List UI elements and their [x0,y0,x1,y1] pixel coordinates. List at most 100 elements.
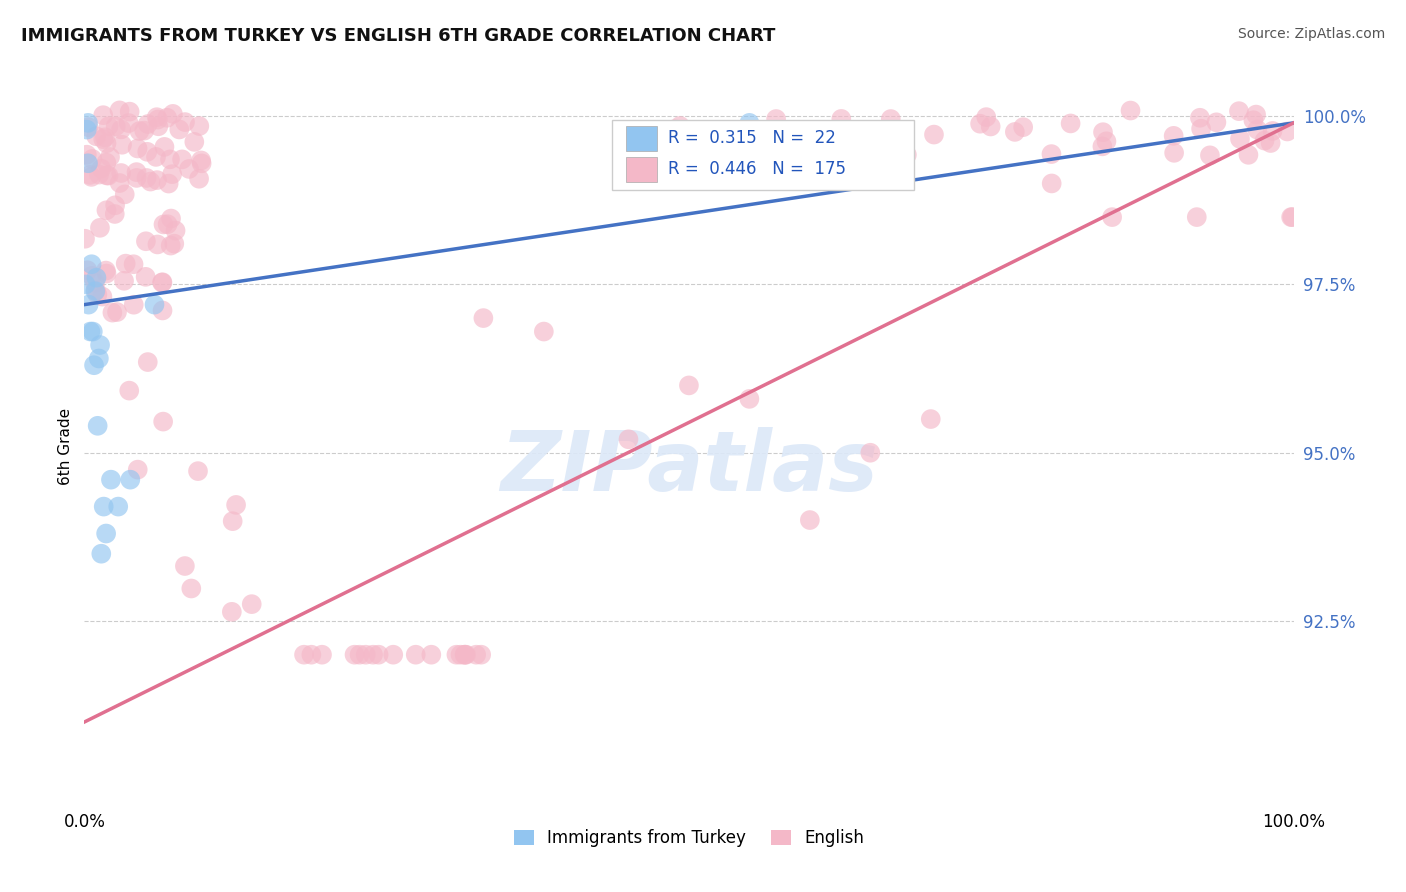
Point [79,325,101,339]
Point [853,132,876,146]
Point [80,268,103,283]
Point [1101,210,1123,224]
Point [152,218,174,232]
Point [1205,115,1227,129]
Point [108,103,131,118]
Point [145,150,167,164]
Point [84,276,107,290]
Point [136,355,159,369]
Point [454,648,477,662]
Point [118,116,141,130]
Point [799,513,821,527]
Point [118,384,141,398]
Point [1241,113,1264,128]
Point [922,128,945,142]
Point [240,597,263,611]
Point [859,446,882,460]
Point [152,415,174,429]
Point [96,203,118,218]
Point [76,147,98,161]
Point [96,155,118,169]
Point [83,358,105,372]
Point [1244,107,1267,121]
Point [1199,148,1222,162]
Point [84,284,107,298]
Point [127,141,149,155]
Point [163,236,186,251]
Point [105,305,128,319]
Point [738,392,761,406]
Point [1281,210,1303,224]
Point [159,238,181,252]
Point [190,153,212,168]
Point [112,274,135,288]
Point [838,136,860,151]
Point [880,112,903,126]
Point [152,275,174,289]
Point [669,119,692,133]
Point [104,120,127,134]
Point [162,107,184,121]
Text: ZIPatlas: ZIPatlas [501,427,877,508]
Point [86,287,108,301]
Point [96,136,118,151]
Point [221,514,243,528]
Point [420,648,443,662]
Point [1229,132,1251,146]
Point [311,648,333,662]
Point [1095,134,1118,148]
Point [97,169,120,183]
Point [84,284,107,298]
Point [1004,125,1026,139]
Text: R =  0.315   N =  22: R = 0.315 N = 22 [668,129,835,147]
Point [1059,116,1081,130]
Point [160,167,183,181]
Point [87,351,110,366]
Point [122,298,145,312]
Point [349,648,371,662]
Point [292,648,315,662]
Point [174,559,197,574]
Point [76,263,98,277]
Point [533,325,555,339]
Point [343,648,366,662]
Point [153,140,176,154]
Point [1279,210,1302,224]
Point [143,298,166,312]
Point [172,153,194,167]
Point [1163,128,1185,143]
Point [299,648,322,662]
Point [617,432,640,446]
Point [765,112,787,126]
Point [127,462,149,476]
Point [86,418,108,433]
Point [1227,104,1250,119]
Point [1261,124,1284,138]
Point [896,147,918,161]
Point [367,648,389,662]
Point [886,145,908,160]
Point [89,220,111,235]
Point [82,152,104,166]
Point [969,117,991,131]
Point [146,112,169,127]
Point [114,187,136,202]
Point [77,120,100,135]
Point [107,500,129,514]
Point [118,104,141,119]
Point [157,177,180,191]
Point [156,111,179,125]
Point [1163,145,1185,160]
Point [128,124,150,138]
Point [110,122,132,136]
Point [136,145,159,159]
Point [169,122,191,136]
Point [354,648,377,662]
Point [738,116,761,130]
Text: Source: ZipAtlas.com: Source: ZipAtlas.com [1237,27,1385,41]
Point [110,166,132,180]
Legend: Immigrants from Turkey, English: Immigrants from Turkey, English [505,821,873,855]
Point [1246,122,1268,136]
Point [100,473,122,487]
Point [1237,148,1260,162]
